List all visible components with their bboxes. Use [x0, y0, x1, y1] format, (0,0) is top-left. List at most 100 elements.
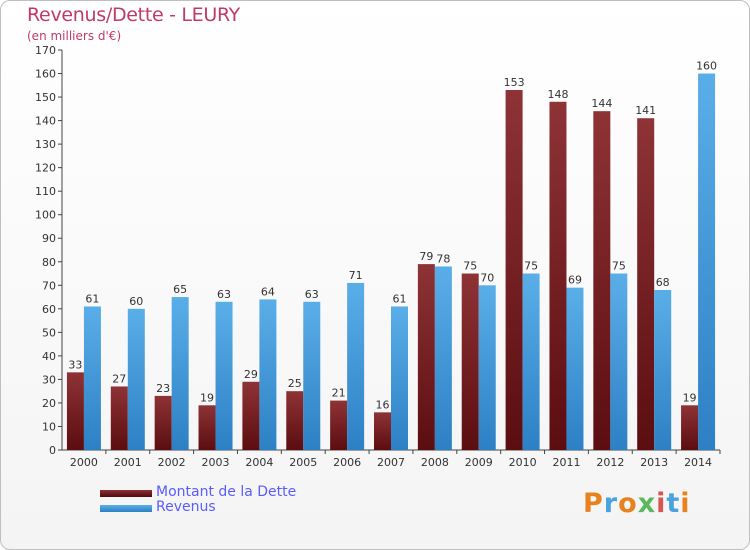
x-tick-label: 2002: [158, 456, 186, 469]
x-tick-label: 2012: [596, 456, 624, 469]
logo-letter: P: [583, 488, 604, 519]
data-label: 19: [683, 391, 697, 404]
logo-letter: t: [666, 488, 681, 519]
data-label: 71: [349, 269, 363, 282]
data-label: 78: [436, 252, 450, 265]
x-tick-label: 2005: [289, 456, 317, 469]
bar-chart: 0 10 20 30 40 50 60 70 80 90 100 110 120 130 140 150 160…: [35, 44, 721, 469]
data-label: 65: [173, 283, 187, 296]
x-tick-label: 2004: [245, 456, 273, 469]
logo-letter: r: [603, 488, 619, 519]
data-label: 69: [568, 274, 582, 287]
y-tick-label: 40: [42, 350, 56, 363]
x-tick-label: 2007: [377, 456, 405, 469]
bar-debt: [154, 395, 172, 450]
bar-revenus: [83, 306, 101, 450]
bar-revenus: [698, 73, 716, 450]
legend-swatch-revenus: [100, 505, 152, 512]
y-tick-label: 90: [42, 232, 56, 245]
bar-revenus: [259, 299, 277, 450]
bar-debt: [505, 90, 523, 450]
y-tick-label: 100: [35, 209, 56, 222]
data-label: 75: [524, 260, 538, 273]
y-tick-label: 170: [35, 44, 56, 57]
bar-revenus: [610, 273, 628, 450]
bar-revenus: [347, 282, 365, 450]
data-label: 141: [635, 104, 656, 117]
data-label: 68: [656, 276, 670, 289]
bar-debt: [110, 386, 128, 450]
logo-letter: o: [618, 488, 638, 519]
data-label: 70: [480, 271, 494, 284]
y-tick-label: 30: [42, 373, 56, 386]
y-tick-label: 20: [42, 397, 56, 410]
y-tick-label: 50: [42, 326, 56, 339]
x-tick-label: 2014: [684, 456, 712, 469]
bar-debt: [681, 405, 699, 450]
x-tick-label: 2001: [114, 456, 142, 469]
bar-revenus: [391, 306, 408, 450]
data-label: 27: [112, 372, 126, 385]
y-tick-label: 120: [35, 162, 56, 175]
proxiti-logo: Proxiti: [583, 488, 691, 519]
data-label: 63: [217, 288, 231, 301]
x-tick-label: 2006: [333, 456, 361, 469]
bar-debt: [66, 372, 84, 450]
bar-revenus: [478, 285, 496, 450]
data-label: 148: [547, 88, 568, 101]
data-label: 79: [419, 250, 433, 263]
data-label: 23: [156, 382, 170, 395]
logo-letter: i: [680, 488, 691, 519]
x-tick-label: 2013: [640, 456, 668, 469]
bar-debt: [286, 391, 304, 450]
data-label: 60: [129, 295, 143, 308]
bar-revenus: [654, 290, 672, 450]
bar-revenus: [522, 273, 540, 450]
logo-letter: i: [656, 488, 667, 519]
y-tick-label: 130: [35, 138, 56, 151]
y-tick-label: 10: [42, 420, 56, 433]
x-tick-label: 2009: [465, 456, 493, 469]
data-label: 16: [376, 398, 390, 411]
data-label: 64: [261, 285, 275, 298]
legend-label-revenus: Revenus: [156, 499, 216, 515]
bar-revenus: [127, 308, 145, 450]
y-tick-label: 0: [49, 444, 56, 457]
bar-debt: [374, 412, 391, 450]
y-tick-label: 140: [35, 115, 56, 128]
data-label: 19: [200, 391, 214, 404]
bar-debt: [242, 381, 260, 450]
bar-revenus: [171, 297, 189, 450]
data-label: 75: [463, 260, 477, 273]
bar-revenus: [215, 301, 233, 450]
chart-subtitle: (en milliers d'€): [27, 29, 122, 43]
legend-label-debt: Montant de la Dette: [156, 484, 297, 500]
data-label: 75: [612, 260, 626, 273]
bar-debt: [461, 273, 479, 450]
data-label: 25: [288, 377, 302, 390]
x-tick-label: 2010: [509, 456, 537, 469]
y-tick-label: 70: [42, 279, 56, 292]
bar-debt: [637, 118, 655, 450]
legend-swatch-debt: [100, 490, 152, 497]
bar-debt: [330, 400, 348, 450]
data-label: 61: [393, 292, 407, 305]
y-tick-label: 150: [35, 91, 56, 104]
data-label: 144: [591, 97, 612, 110]
x-tick-label: 2011: [552, 456, 580, 469]
data-label: 63: [305, 288, 319, 301]
data-label: 29: [244, 368, 258, 381]
y-tick-label: 60: [42, 303, 56, 316]
bar-revenus: [434, 266, 452, 450]
bar-debt: [198, 405, 216, 450]
bar-debt: [549, 101, 567, 450]
data-label: 160: [696, 60, 717, 73]
chart-title: Revenus/Dette - LEURY: [27, 4, 240, 26]
logo-letter: x: [637, 488, 657, 519]
data-label: 21: [332, 387, 346, 400]
y-tick-label: 80: [42, 256, 56, 269]
bar-debt: [417, 264, 435, 450]
data-label: 153: [504, 76, 525, 89]
x-tick-label: 2008: [421, 456, 449, 469]
y-tick-label: 110: [35, 185, 56, 198]
